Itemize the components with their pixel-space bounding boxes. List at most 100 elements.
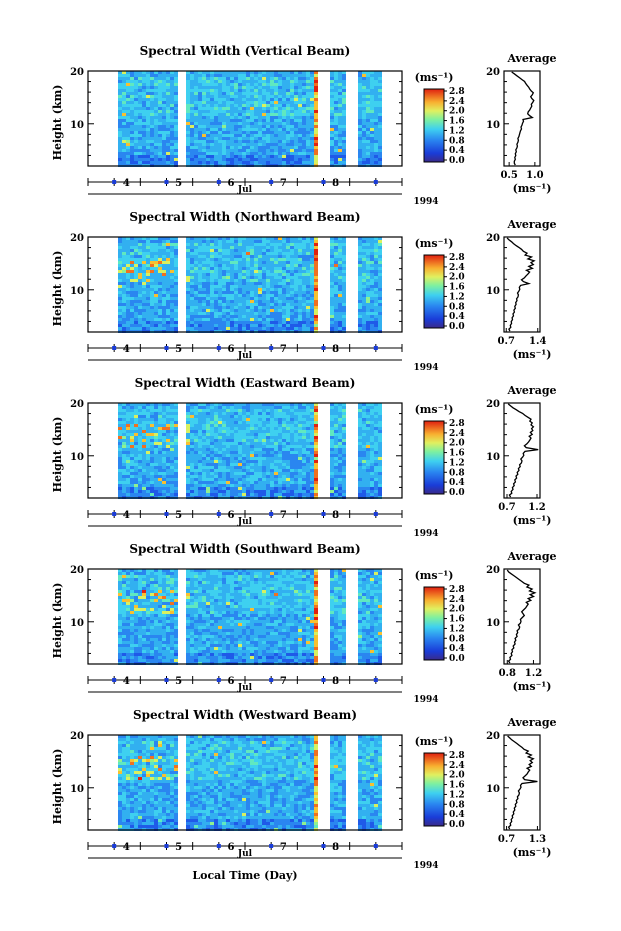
heatmap-cell bbox=[150, 243, 154, 246]
heatmap-cell bbox=[286, 291, 290, 294]
heatmap-cell bbox=[254, 131, 258, 134]
heatmap-cell bbox=[122, 318, 126, 321]
heatmap-cell bbox=[314, 309, 318, 312]
heatmap-cell bbox=[230, 140, 234, 143]
heatmap-cell bbox=[254, 312, 258, 315]
heatmap-cell bbox=[230, 143, 234, 146]
heatmap-cell bbox=[362, 252, 366, 255]
heatmap-cell bbox=[338, 74, 342, 77]
heatmap-cell bbox=[222, 282, 226, 285]
heatmap-cell bbox=[218, 276, 222, 279]
heatmap-cell bbox=[122, 74, 126, 77]
heatmap-cell bbox=[298, 294, 302, 297]
heatmap-cell bbox=[374, 294, 378, 297]
heatmap-cell bbox=[262, 412, 266, 415]
heatmap-cell bbox=[150, 140, 154, 143]
heatmap-cell bbox=[154, 243, 158, 246]
heatmap-cell bbox=[238, 240, 242, 243]
heatmap-cell bbox=[282, 454, 286, 457]
heatmap-cell bbox=[270, 113, 274, 116]
heatmap-cell bbox=[210, 246, 214, 249]
heatmap-cell bbox=[274, 161, 278, 164]
heatmap-cell bbox=[154, 158, 158, 161]
heatmap-cell bbox=[238, 309, 242, 312]
heatmap-cell bbox=[334, 134, 338, 137]
heatmap-cell bbox=[222, 161, 226, 164]
heatmap-cell bbox=[286, 430, 290, 433]
heatmap-cell bbox=[370, 113, 374, 116]
heatmap-cell bbox=[298, 89, 302, 92]
heatmap-cell bbox=[214, 406, 218, 409]
heatmap-cell bbox=[206, 315, 210, 318]
heatmap-cell bbox=[134, 161, 138, 164]
heatmap-cell bbox=[334, 327, 338, 330]
heatmap-cell bbox=[266, 143, 270, 146]
heatmap-cell bbox=[246, 252, 250, 255]
heatmap-cell bbox=[378, 140, 382, 143]
heatmap-cell bbox=[250, 155, 254, 158]
heatmap-cell bbox=[266, 80, 270, 83]
heatmap-cell bbox=[294, 161, 298, 164]
heatmap-cell bbox=[218, 146, 222, 149]
heatmap-cell bbox=[222, 270, 226, 273]
heatmap-cell bbox=[258, 152, 262, 155]
heatmap-cell bbox=[314, 125, 318, 128]
heatmap-cell bbox=[126, 406, 130, 409]
heatmap-cell bbox=[358, 454, 362, 457]
heatmap-cell bbox=[246, 312, 250, 315]
heatmap-cell bbox=[202, 294, 206, 297]
heatmap-cell bbox=[222, 291, 226, 294]
heatmap-cell bbox=[138, 282, 142, 285]
heatmap-cell bbox=[146, 309, 150, 312]
heatmap-cell bbox=[370, 152, 374, 155]
heatmap-cell bbox=[374, 445, 378, 448]
heatmap-cell bbox=[286, 80, 290, 83]
heatmap-cell bbox=[150, 427, 154, 430]
heatmap-cell bbox=[258, 77, 262, 80]
heatmap-cell bbox=[174, 412, 178, 415]
heatmap-cell bbox=[342, 267, 346, 270]
heatmap-cell bbox=[126, 240, 130, 243]
heatmap-cell bbox=[258, 249, 262, 252]
heatmap-cell bbox=[254, 288, 258, 291]
heatmap-cell bbox=[342, 80, 346, 83]
heatmap-cell bbox=[150, 291, 154, 294]
heatmap-cell bbox=[198, 448, 202, 451]
heatmap-cell bbox=[170, 403, 174, 406]
heatmap-cell bbox=[150, 86, 154, 89]
heatmap-cell bbox=[282, 442, 286, 445]
heatmap-cell bbox=[170, 448, 174, 451]
heatmap-cell bbox=[174, 418, 178, 421]
heatmap-cell bbox=[378, 74, 382, 77]
heatmap-cell bbox=[154, 128, 158, 131]
heatmap-cell bbox=[286, 89, 290, 92]
heatmap-cell bbox=[122, 436, 126, 439]
heatmap-cell bbox=[198, 409, 202, 412]
heatmap-cell bbox=[146, 131, 150, 134]
heatmap-cell bbox=[270, 282, 274, 285]
heatmap-cell bbox=[234, 457, 238, 460]
heatmap-cell bbox=[290, 101, 294, 104]
heatmap-cell bbox=[134, 282, 138, 285]
heatmap-cell bbox=[338, 95, 342, 98]
heatmap-cell bbox=[314, 116, 318, 119]
heatmap-cell bbox=[366, 442, 370, 445]
heatmap-cell bbox=[342, 291, 346, 294]
heatmap-cell bbox=[358, 95, 362, 98]
avg-y-tick-label: 10 bbox=[486, 286, 500, 297]
heatmap-cell bbox=[146, 255, 150, 258]
heatmap-cell bbox=[334, 436, 338, 439]
heatmap-cell bbox=[366, 110, 370, 113]
heatmap-cell bbox=[314, 321, 318, 324]
heatmap-cell bbox=[294, 261, 298, 264]
heatmap-cell bbox=[194, 312, 198, 315]
heatmap-cell bbox=[190, 101, 194, 104]
heatmap-cell bbox=[122, 152, 126, 155]
heatmap-cell bbox=[314, 92, 318, 95]
heatmap-cell bbox=[254, 71, 258, 74]
heatmap-cell bbox=[378, 315, 382, 318]
heatmap-cell bbox=[134, 273, 138, 276]
heatmap-cell bbox=[310, 418, 314, 421]
heatmap-cell bbox=[134, 116, 138, 119]
heatmap-cell bbox=[238, 125, 242, 128]
